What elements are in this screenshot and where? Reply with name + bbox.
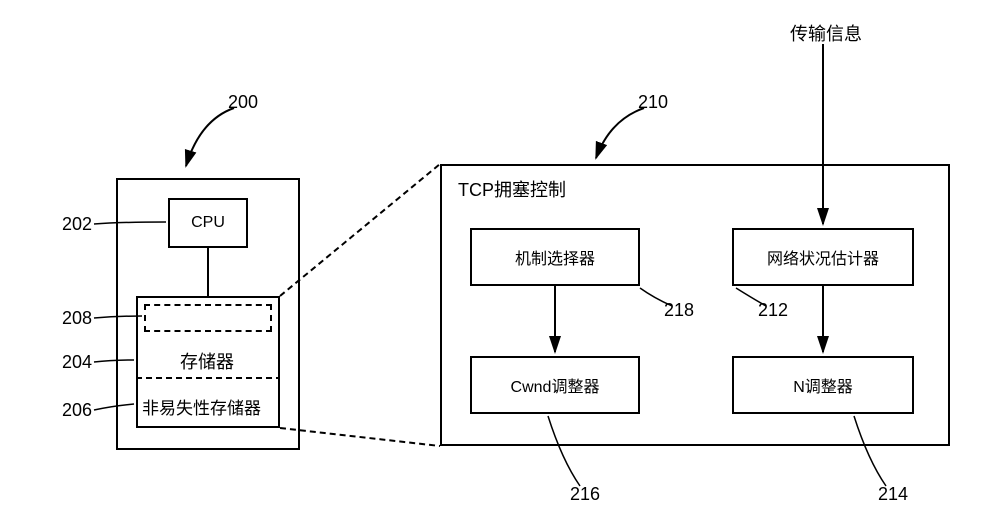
net-estimator-box: 网络状况估计器: [732, 228, 914, 286]
ref-208: 208: [62, 308, 92, 329]
cpu-box: CPU: [168, 198, 248, 248]
n-adj-label: N调整器: [793, 373, 853, 397]
cpu-label: CPU: [191, 214, 225, 232]
ref-210: 210: [638, 92, 668, 113]
mech-selector-label: 机制选择器: [515, 245, 595, 269]
ref-212: 212: [758, 300, 788, 321]
ref-218: 218: [664, 300, 694, 321]
memory-label: 存储器: [180, 348, 234, 374]
n-adj-box: N调整器: [732, 356, 914, 414]
ref-202: 202: [62, 214, 92, 235]
ref-214: 214: [878, 484, 908, 505]
segment-208-box: [144, 304, 272, 332]
nv-memory-label: 非易失性存储器: [142, 394, 261, 419]
tcp-title: TCP拥塞控制: [458, 176, 566, 202]
cwnd-adj-box: Cwnd调整器: [470, 356, 640, 414]
mech-selector-box: 机制选择器: [470, 228, 640, 286]
input-label: 传输信息: [790, 20, 862, 46]
net-estimator-label: 网络状况估计器: [767, 245, 879, 269]
ref-204: 204: [62, 352, 92, 373]
ref-200: 200: [228, 92, 258, 113]
ref-216: 216: [570, 484, 600, 505]
ref-206: 206: [62, 400, 92, 421]
cwnd-adj-label: Cwnd调整器: [511, 373, 600, 397]
